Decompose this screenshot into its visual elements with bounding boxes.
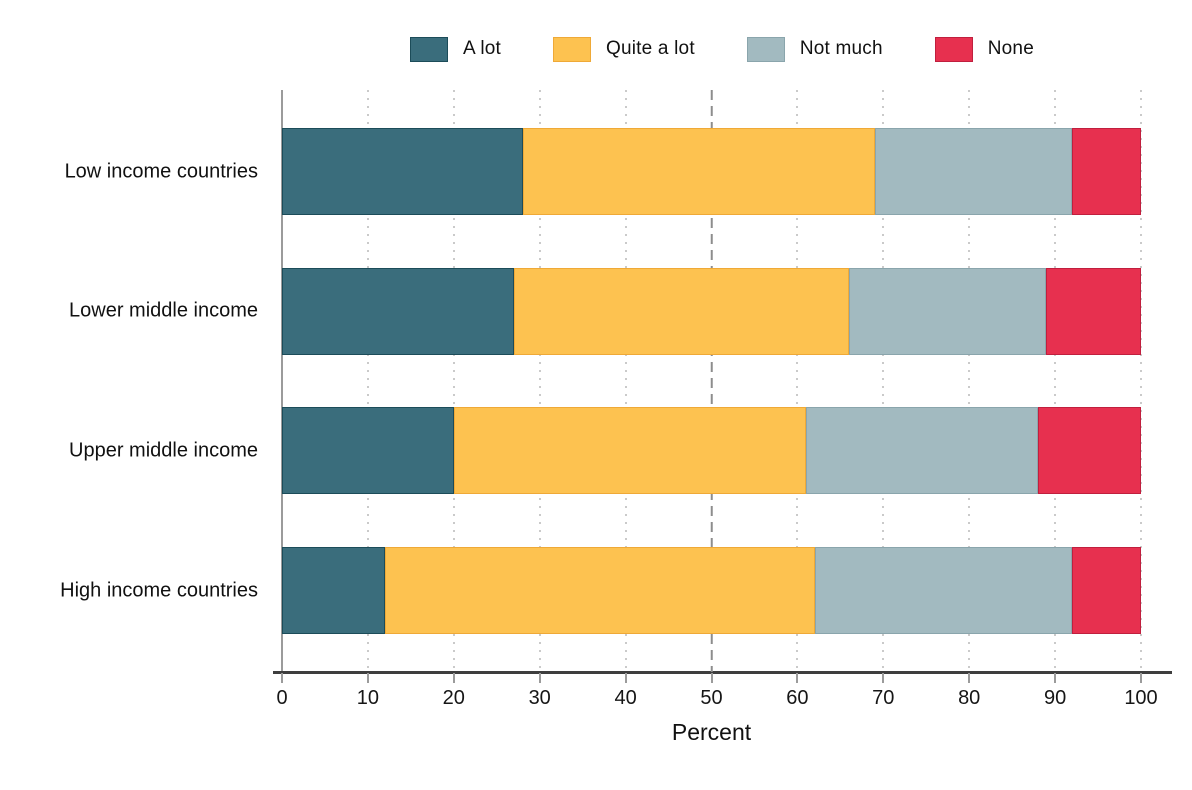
legend-swatch (746, 36, 785, 62)
category-label-3: High income countries (60, 579, 258, 601)
legend-swatch (410, 36, 449, 62)
legend-label: A lot (463, 38, 501, 59)
bar-segment (282, 547, 386, 634)
legend-label: Not much (799, 38, 883, 59)
x-tick-10 (366, 673, 369, 683)
x-tick-label-90: 90 (1043, 687, 1067, 709)
category-label-0: Low income countries (64, 160, 258, 182)
bar-segment (1046, 267, 1141, 355)
legend-item-a-lot: A lot (410, 36, 501, 62)
x-tick-label-40: 40 (614, 687, 637, 709)
x-tick-60 (796, 673, 799, 683)
gridline-20 (452, 90, 455, 672)
bar-segment (522, 128, 875, 215)
category-label-2: Upper middle income (69, 439, 258, 462)
x-tick-label-0: 0 (276, 687, 288, 709)
bar-segment (805, 407, 1038, 495)
bar-segment (1072, 547, 1141, 634)
bar-segment (848, 267, 1047, 355)
bar-row-1 (282, 267, 1141, 355)
x-tick-label-50: 50 (700, 687, 723, 709)
bar-segment (814, 547, 1073, 634)
legend-swatch (934, 36, 973, 62)
legend-label: None (987, 38, 1034, 59)
bar-segment (1037, 407, 1141, 495)
x-tick-label-80: 80 (958, 687, 981, 709)
gridline-90 (1054, 90, 1057, 672)
legend: A lot Quite a lot Not much None (282, 34, 1162, 64)
legend-label: Quite a lot (606, 38, 695, 59)
x-tick-80 (968, 673, 971, 683)
bar-segment (282, 267, 514, 355)
x-tick-90 (1054, 673, 1057, 683)
reference-line-50 (710, 90, 713, 672)
category-label-1: Lower middle income (69, 299, 258, 322)
gridline-60 (796, 90, 799, 672)
bar-segment (282, 407, 454, 495)
bar-segment (513, 267, 849, 355)
x-axis-line (273, 671, 1172, 674)
x-tick-label-60: 60 (786, 687, 809, 709)
x-tick-label-10: 10 (356, 687, 380, 709)
x-axis-title: Percent (671, 719, 752, 745)
bar-segment (453, 407, 806, 495)
bar-segment (874, 128, 1073, 215)
bar-segment (385, 547, 815, 634)
gridline-30 (538, 90, 541, 672)
x-tick-40 (624, 673, 627, 683)
x-tick-label-100: 100 (1124, 687, 1158, 709)
gridline-100 (1140, 90, 1142, 672)
x-tick-label-20: 20 (442, 687, 465, 709)
x-tick-50 (710, 673, 713, 683)
y-axis-category-labels: Low income countries Lower middle income U… (0, 90, 268, 672)
x-tick-30 (538, 673, 541, 683)
x-tick-70 (882, 673, 885, 683)
gridline-40 (624, 90, 627, 672)
y-axis-spine (281, 90, 283, 672)
x-tick-100 (1140, 673, 1142, 683)
x-tick-20 (452, 673, 455, 683)
bar-row-0 (282, 128, 1141, 215)
legend-item-none: None (934, 36, 1034, 62)
bar-segment (1072, 128, 1141, 215)
bar-row-2 (282, 407, 1141, 495)
gridline-80 (968, 90, 971, 672)
plot-area: 0 10 20 30 40 50 60 70 80 90 100 (273, 90, 1172, 709)
legend-item-quite-a-lot: Quite a lot (553, 36, 695, 62)
x-tick-label-70: 70 (872, 687, 895, 709)
x-tick-label-30: 30 (528, 687, 551, 709)
bar-row-3 (282, 547, 1141, 634)
legend-item-not-much: Not much (746, 36, 883, 62)
bar-segment (282, 128, 523, 215)
x-tick-0 (281, 673, 283, 683)
gridline-10 (366, 90, 369, 672)
legend-swatch (553, 36, 591, 62)
gridline-70 (882, 90, 885, 672)
